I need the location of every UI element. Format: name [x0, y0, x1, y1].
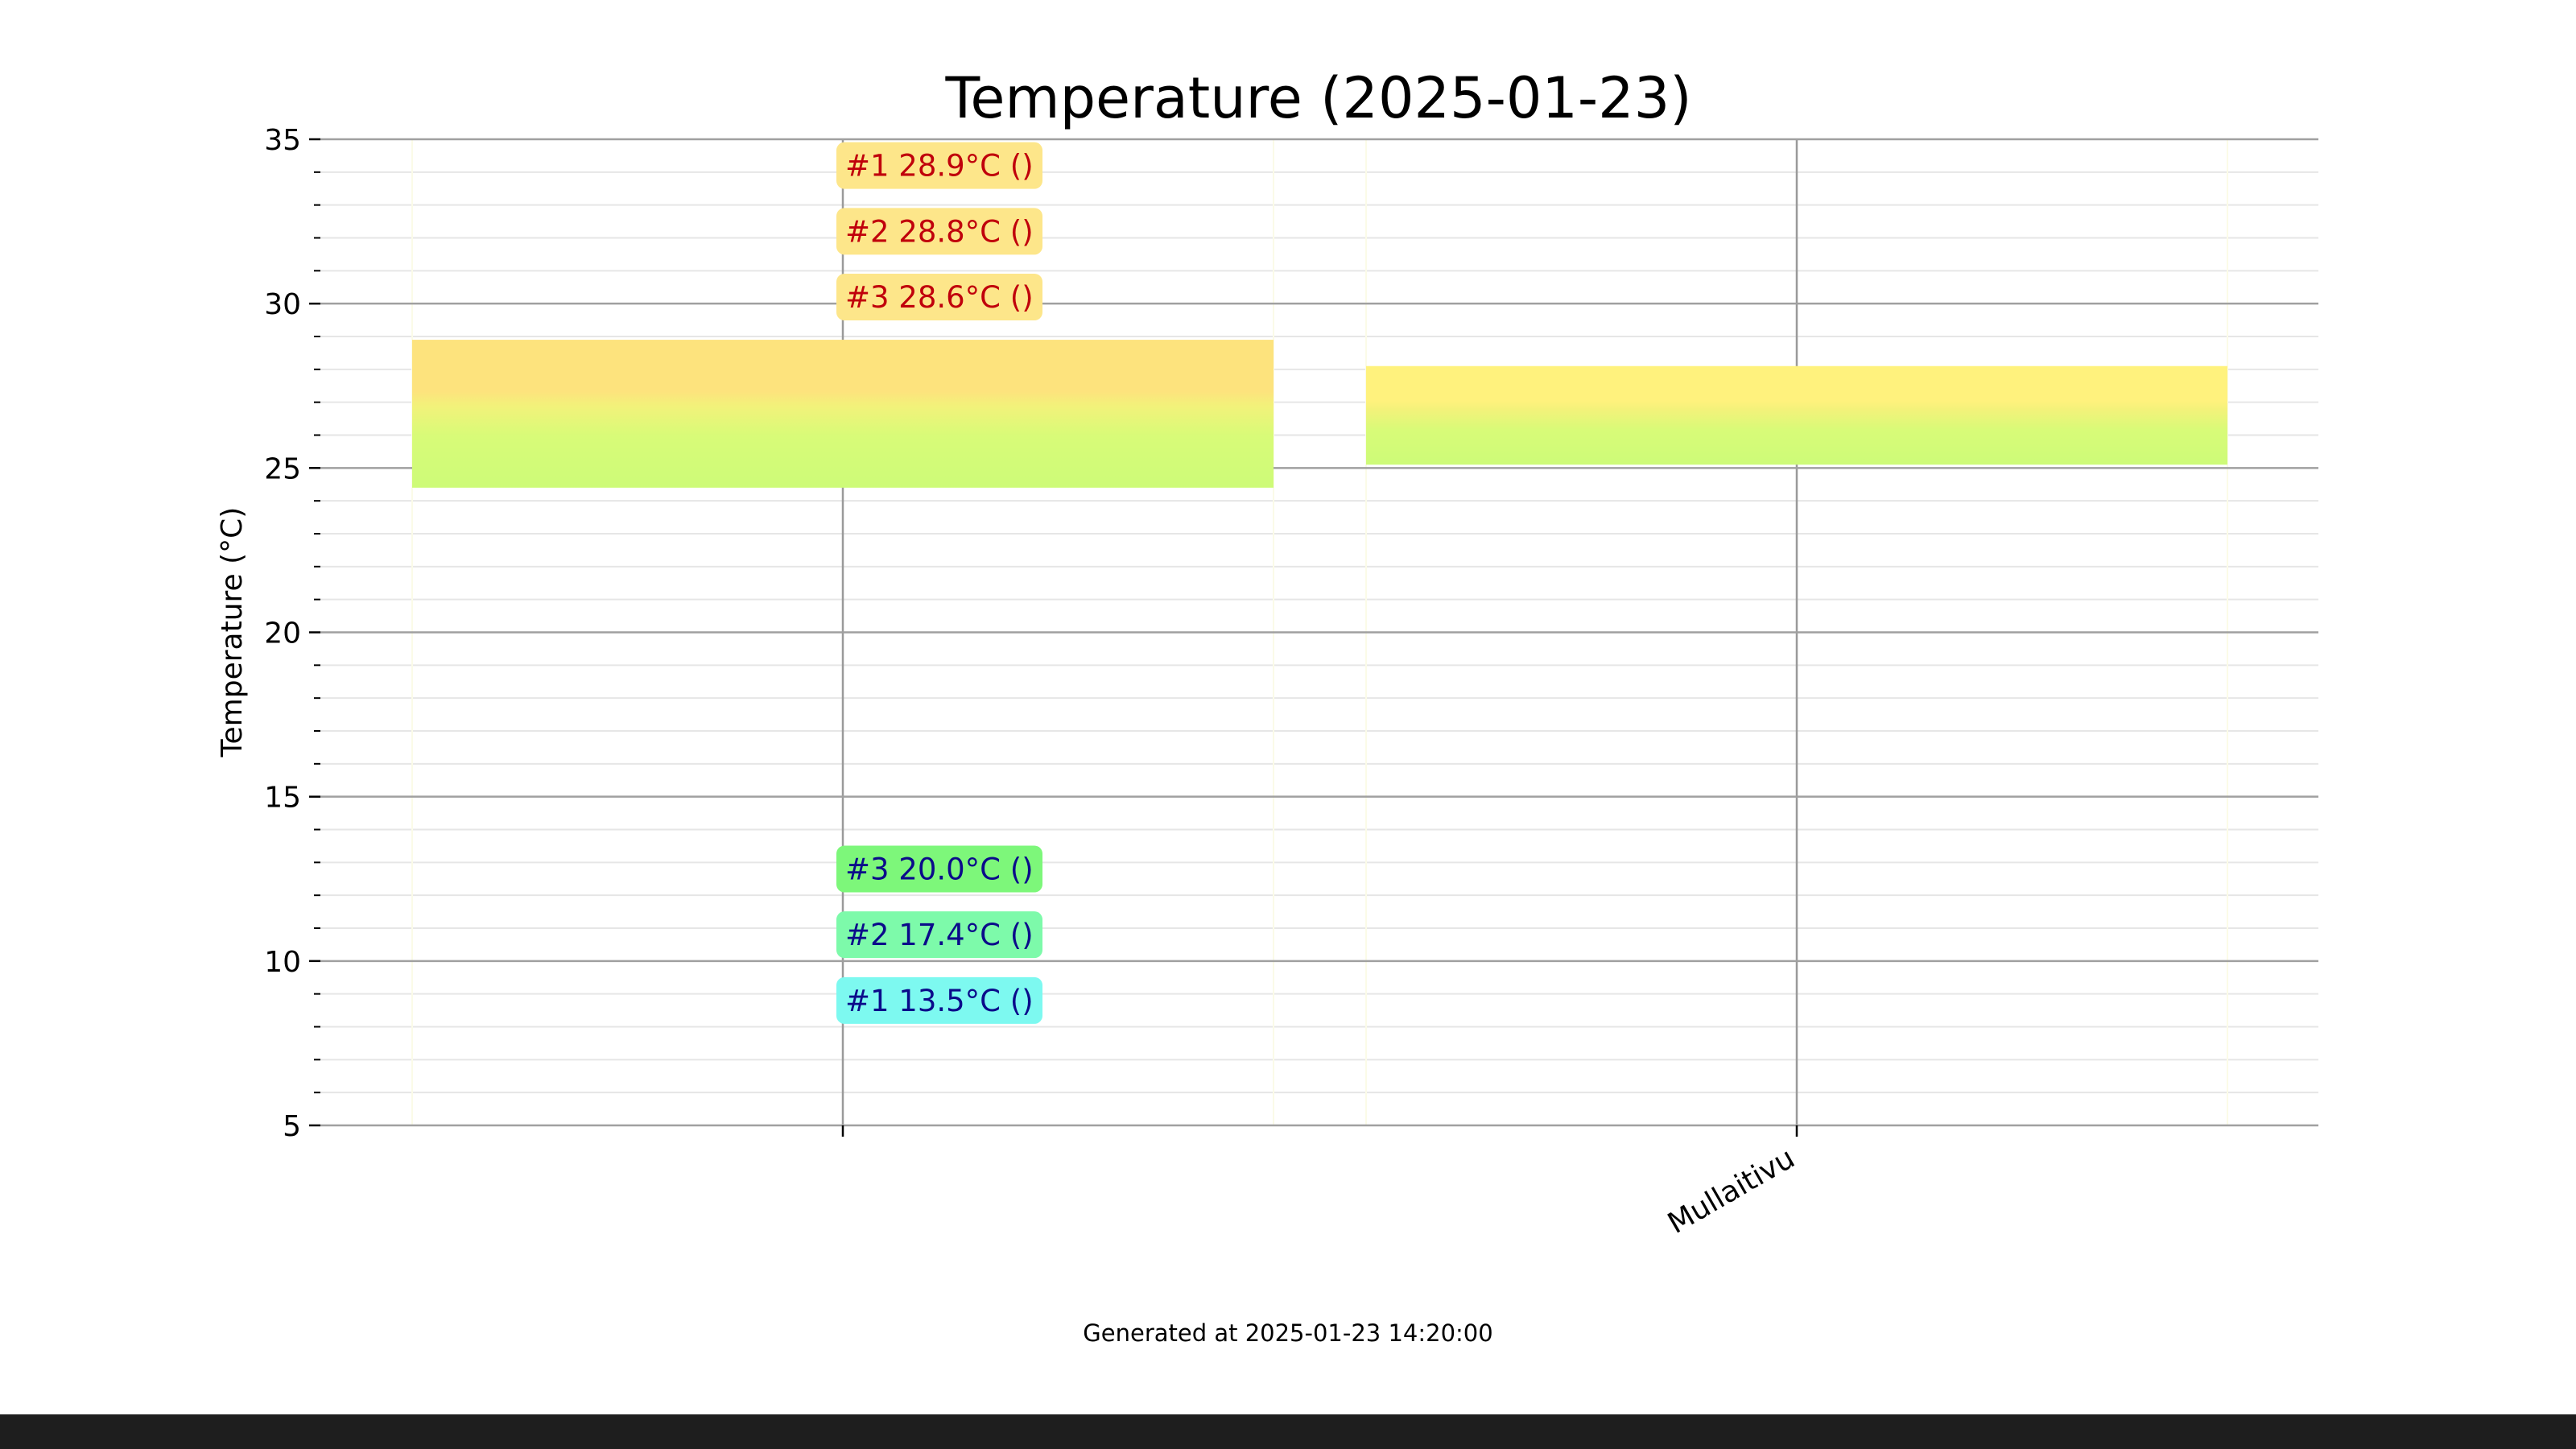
y-tick-label: 35 [264, 124, 301, 157]
annotation-label: #3 20.0°C () [845, 852, 1034, 887]
bars-layer [412, 340, 2227, 488]
annotation-label: #1 28.9°C () [845, 149, 1034, 184]
x-tick-label: Mullaitivu [1662, 1141, 1800, 1241]
y-tick-label: 25 [264, 452, 301, 485]
chart-title: Temperature (2025-01-23) [944, 65, 1691, 131]
grid-layer [320, 138, 2318, 1127]
annotation-label: #2 17.4°C () [845, 918, 1034, 952]
y-tick-label: 30 [264, 288, 301, 321]
annotation-box [836, 142, 1042, 189]
annotation-box [836, 845, 1042, 893]
y-axis-label: Temperature (°C) [216, 507, 249, 758]
y-tick-label: 5 [283, 1110, 301, 1143]
range-bar [412, 340, 1274, 488]
annotation-label: #2 28.8°C () [845, 214, 1034, 249]
annotation-label: #3 28.6°C () [845, 280, 1034, 315]
annotation-box [836, 208, 1042, 255]
range-bar [1366, 365, 2227, 465]
annotation-label: #1 13.5°C () [845, 984, 1034, 1018]
labels-layer: #1 28.9°C () #2 28.8°C () #3 28.6°C () #3 2… [836, 142, 1042, 1024]
y-tick-label: 15 [264, 782, 301, 815]
annotation-box [836, 274, 1042, 320]
y-tick-label: 10 [264, 946, 301, 979]
annotation-box [836, 976, 1042, 1024]
footer-bar [0, 1414, 2576, 1449]
generated-footnote: Generated at 2025-01-23 14:20:00 [1083, 1319, 1492, 1347]
y-tick-label: 20 [264, 617, 301, 650]
annotation-box [836, 911, 1042, 959]
